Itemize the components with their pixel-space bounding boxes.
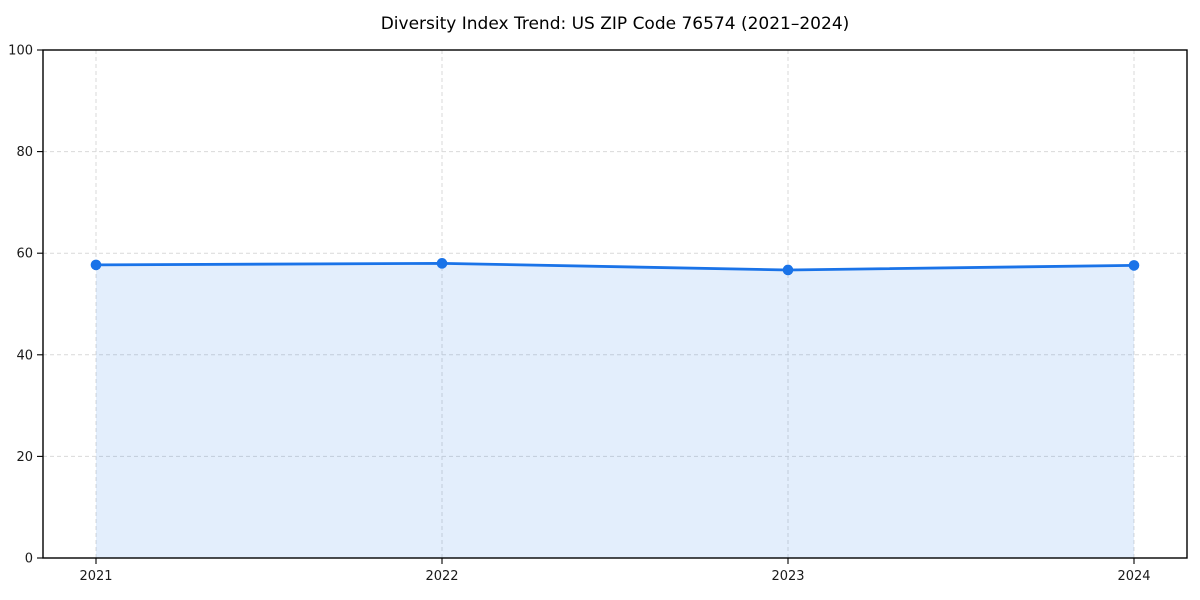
y-tick-label: 40 <box>16 348 33 363</box>
x-tick-label: 2021 <box>79 569 112 584</box>
data-point-marker <box>1128 260 1140 271</box>
area-fill <box>96 263 1134 558</box>
y-tick-label: 0 <box>25 552 33 567</box>
series-line <box>94 261 1136 272</box>
y-tick-label: 100 <box>8 44 33 59</box>
data-point-marker <box>90 259 102 271</box>
area-fill-layer <box>96 263 1134 558</box>
chart-title: Diversity Index Trend: US ZIP Code 76574… <box>381 14 850 34</box>
data-point-marker <box>782 264 794 276</box>
x-tick-label: 2022 <box>425 569 458 584</box>
tick-layer: 0 20 40 60 80 100 2021 2022 2023 2024 <box>8 44 1150 585</box>
x-tick-label: 2024 <box>1117 569 1150 584</box>
y-tick-label: 80 <box>16 145 33 160</box>
plot-frame <box>42 49 1188 559</box>
x-tick-label: 2023 <box>771 569 804 584</box>
series-polyline <box>94 261 1136 272</box>
markers-layer <box>90 258 1140 276</box>
y-tick-label: 20 <box>16 450 33 465</box>
grid-layer <box>43 50 1187 558</box>
axes-frame <box>42 49 1188 559</box>
data-point-marker <box>436 258 448 269</box>
y-tick-label: 60 <box>16 247 33 262</box>
